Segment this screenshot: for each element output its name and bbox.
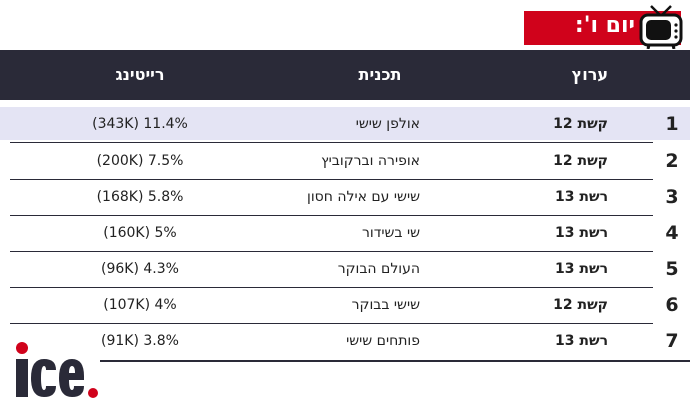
channel-cell: רשת 13 [555, 333, 608, 349]
program-cell: העולם הבוקר [337, 261, 420, 277]
column-header-channel: ערוץ [571, 65, 608, 84]
program-cell: שי בשידור [361, 225, 420, 241]
channel-cell: רשת 13 [555, 189, 608, 205]
rank-cell: 1 [665, 113, 679, 135]
channel-cell: קשת 12 [553, 297, 608, 313]
ice-logo [16, 342, 98, 398]
table-row: (107K) 4% שישי בבוקר קשת 12 6 [0, 288, 690, 324]
program-cell: אולפן שישי [355, 116, 420, 132]
table-row: (160K) 5% שי בשידור רשת 13 4 [0, 216, 690, 252]
rank-cell: 4 [665, 222, 679, 244]
column-header-rating: רייטינג [115, 65, 165, 84]
rating-cell: (107K) 4% [103, 297, 177, 313]
rank-cell: 7 [665, 330, 679, 352]
column-header-program: תכנית [358, 65, 402, 84]
channel-cell: קשת 12 [553, 116, 608, 132]
rank-cell: 6 [665, 294, 679, 316]
table-row: (343K) 11.4% אולפן שישי קשת 12 1 [0, 107, 690, 143]
rank-cell: 3 [665, 186, 679, 208]
rating-cell: (343K) 11.4% [92, 116, 188, 132]
channel-cell: רשת 13 [555, 225, 608, 241]
row-separator [10, 251, 653, 252]
program-cell: שישי בבוקר [351, 297, 420, 313]
day-title: יום ו': [574, 13, 635, 38]
table-bottom-line [100, 360, 690, 362]
table-row: (168K) 5.8% שישי עם אילה חסון רשת 13 3 [0, 180, 690, 216]
row-separator [10, 215, 653, 216]
rating-cell: (96K) 4.3% [101, 261, 179, 277]
table-header [0, 50, 690, 100]
table-row: (91K) 3.8% פותחים שישי רשת 13 7 [0, 324, 690, 360]
rating-cell: (168K) 5.8% [96, 189, 184, 205]
row-separator [10, 323, 653, 324]
rating-cell: (200K) 7.5% [96, 153, 184, 169]
row-separator [10, 179, 653, 180]
table-row: (200K) 7.5% אופירה וברקוביץ קשת 12 2 [0, 144, 690, 180]
rank-cell: 5 [665, 258, 679, 280]
channel-cell: קשת 12 [553, 153, 608, 169]
rank-cell: 2 [665, 150, 679, 172]
row-highlight [0, 107, 690, 140]
row-separator [10, 287, 653, 288]
channel-cell: רשת 13 [555, 261, 608, 277]
program-cell: אופירה וברקוביץ [321, 153, 420, 169]
rating-cell: (91K) 3.8% [101, 333, 179, 349]
row-separator [10, 142, 653, 143]
program-cell: שישי עם אילה חסון [307, 189, 420, 205]
rating-cell: (160K) 5% [103, 225, 177, 241]
tv-icon [639, 5, 683, 49]
program-cell: פותחים שישי [346, 333, 420, 349]
table-row: (96K) 4.3% העולם הבוקר רשת 13 5 [0, 252, 690, 288]
